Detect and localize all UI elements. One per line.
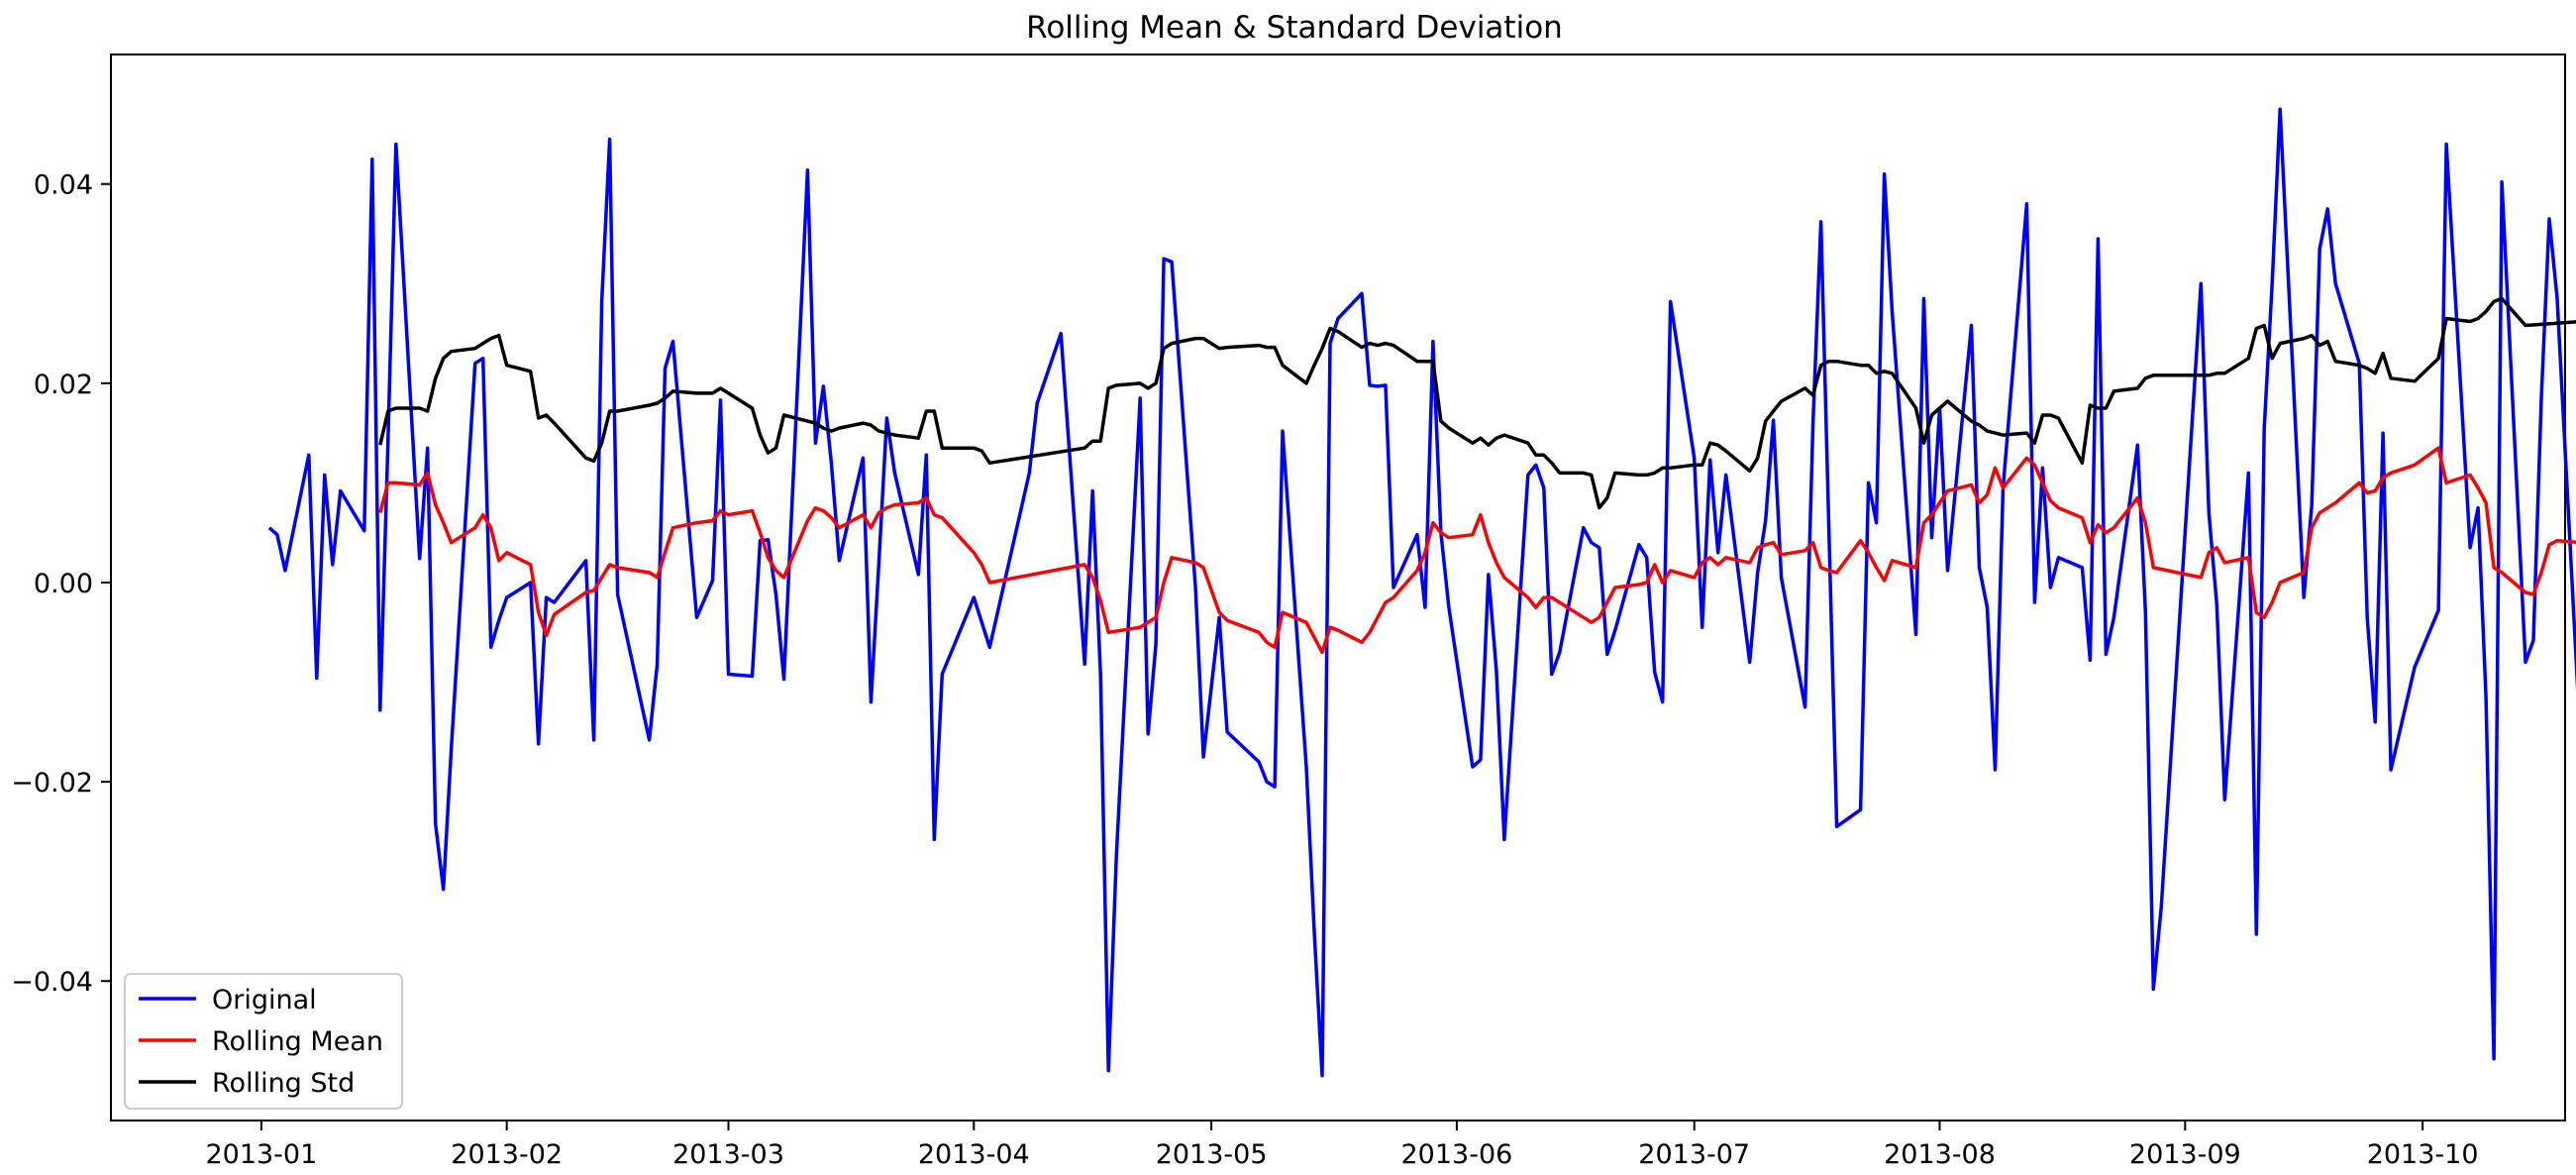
plot-frame: [110, 53, 2566, 1122]
x-tick-label: 2013-09: [2129, 1139, 2241, 1170]
x-axis: 2013-01 2013-02 2013-03 2013-04 2013-05 2013-…: [205, 1121, 2479, 1170]
y-axis: −0.04 −0.02 0.00 0.02 0.04: [11, 170, 111, 998]
legend-label-original: Original: [212, 985, 317, 1015]
series-rolling-mean-line: [378, 446, 2576, 655]
y-tick-label: 0.00: [34, 569, 93, 599]
series-original-line: [267, 107, 2576, 1078]
legend-label-rolling-std: Rolling Std: [212, 1068, 355, 1099]
x-tick-label: 2013-07: [1638, 1139, 1750, 1170]
x-tick-label: 2013-04: [918, 1139, 1030, 1170]
chart-title: Rolling Mean & Standard Deviation: [1026, 10, 1563, 46]
x-tick-label: 2013-06: [1400, 1139, 1512, 1170]
x-tick-label: 2013-10: [2367, 1139, 2479, 1170]
x-tick-label: 2013-05: [1156, 1139, 1268, 1170]
y-tick-label: −0.04: [11, 967, 93, 998]
legend-label-rolling-mean: Rolling Mean: [212, 1026, 383, 1057]
x-tick-label: 2013-08: [1884, 1139, 1996, 1170]
x-tick-label: 2013-01: [205, 1139, 317, 1170]
y-tick-label: −0.02: [11, 768, 93, 799]
series-layer: [267, 107, 2576, 1078]
x-tick-label: 2013-02: [451, 1139, 563, 1170]
legend-box: [124, 973, 403, 1110]
y-tick-label: 0.02: [34, 370, 93, 400]
y-tick-label: 0.04: [34, 170, 93, 201]
x-tick-label: 2013-03: [672, 1139, 784, 1170]
legend: Original Rolling Mean Rolling Std: [124, 973, 403, 1110]
series-rolling-std-line: [378, 296, 2576, 510]
